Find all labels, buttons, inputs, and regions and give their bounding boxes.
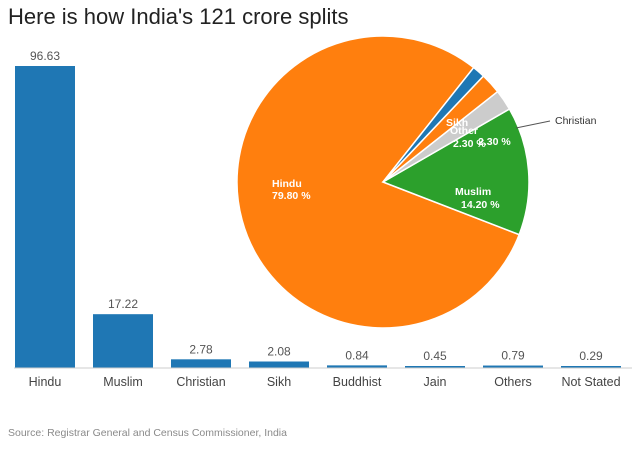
christian-callout-line [515, 120, 551, 129]
bar-category-buddhist: Buddhist [333, 375, 382, 389]
bar-christian [171, 359, 231, 368]
source-note: Source: Registrar General and Census Com… [8, 427, 287, 439]
pie-value-other: 2.30 % [453, 138, 486, 150]
pie-label-muslim: Muslim [455, 186, 491, 198]
bar-not-stated [561, 366, 621, 368]
chart-title: Here is how India's 121 crore splits [8, 4, 349, 29]
pie-label-sikh: Sikh [446, 117, 468, 129]
bar-value-hindu: 96.63 [30, 49, 60, 63]
bar-jain [405, 366, 465, 368]
bar-muslim [93, 314, 153, 368]
bar-sikh [249, 361, 309, 368]
bar-value-sikh: 2.08 [267, 344, 291, 358]
bar-others [483, 365, 543, 368]
bar-buddhist [327, 365, 387, 368]
bar-value-jain: 0.45 [423, 349, 447, 363]
bar-category-not-stated: Not Stated [561, 375, 620, 389]
bar-hindu [15, 66, 75, 368]
religion-chart: 96.63 Hindu 17.22 Muslim 2.78 Christian 2.08 Si… [14, 35, 632, 389]
bar-value-buddhist: 0.84 [345, 348, 369, 362]
bar-category-christian: Christian [176, 375, 225, 389]
bar-value-others: 0.79 [501, 349, 525, 363]
bar-value-christian: 2.78 [189, 342, 213, 356]
pie-label-christian: Christian [555, 115, 597, 127]
bar-category-muslim: Muslim [103, 375, 143, 389]
bar-category-hindu: Hindu [29, 375, 62, 389]
pie-value-christian: 2.30 % [478, 136, 511, 148]
bar-value-not-stated: 0.29 [579, 349, 603, 363]
bar-category-others: Others [494, 375, 532, 389]
bar-chart: 96.63 Hindu 17.22 Muslim 2.78 Christian 2.08 Si… [15, 49, 621, 389]
pie-value-hindu: 79.80 % [272, 190, 311, 202]
bar-category-jain: Jain [424, 375, 447, 389]
bar-value-muslim: 17.22 [108, 297, 138, 311]
pie-slice-sikh [382, 66, 485, 183]
pie-label-other: Other [450, 125, 478, 137]
pie-value-muslim: 14.20 % [461, 199, 500, 211]
pie-slice-hindu [236, 35, 521, 329]
bar-category-sikh: Sikh [267, 375, 291, 389]
pie-label-hindu: Hindu [272, 178, 302, 190]
pie-slice-muslim [381, 107, 530, 236]
